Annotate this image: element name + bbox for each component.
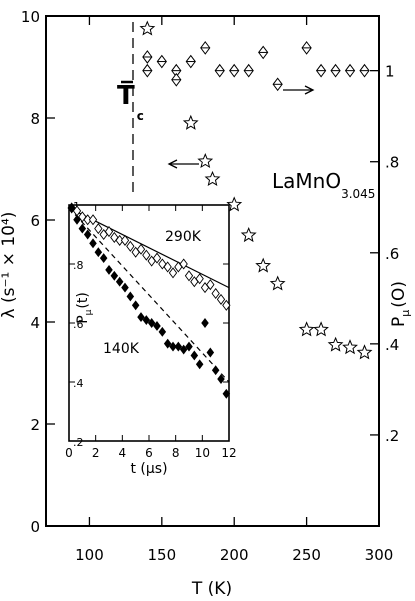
y-tick-label-left: 0 [30, 518, 40, 536]
inset-y-tick-label: .8 [73, 259, 84, 272]
star-point [199, 154, 212, 167]
star-point [257, 259, 270, 272]
star-point [271, 277, 284, 290]
inset-series-label-140k: 140K [103, 341, 140, 357]
y-tick-label-right: 1 [385, 63, 395, 81]
inset-series-label-290k: 290K [165, 229, 202, 245]
y-tick-label-right: .8 [385, 154, 399, 172]
inset-y-tick-label: .4 [73, 377, 84, 390]
inset-x-tick-label: 2 [92, 446, 100, 460]
y-tick-label-right: .2 [385, 427, 399, 445]
tc-label: Tc [117, 81, 144, 123]
y-tick-label-left: 4 [30, 314, 40, 332]
star-point [184, 116, 197, 129]
inset-x-tick-label: 4 [119, 446, 127, 460]
y-axis-label-left: λ (s⁻¹ × 10⁴) [0, 212, 19, 319]
x-axis-label: T (K) [191, 579, 232, 599]
star-point [141, 22, 154, 35]
star-point [329, 338, 342, 351]
star-point [358, 346, 371, 359]
compound-label: LaMnO3.045 [272, 169, 375, 201]
arrow-left-icon [169, 160, 199, 168]
inset-y-tick-label: .2 [73, 436, 84, 449]
y-tick-label-left: 8 [30, 110, 40, 128]
x-tick-label: 200 [220, 546, 249, 564]
inset-x-tick-label: 0 [65, 446, 73, 460]
star-point [300, 323, 313, 336]
y-tick-label-left: 6 [30, 212, 40, 230]
inset-x-tick-label: 8 [172, 446, 180, 460]
y-tick-label-left: 2 [30, 416, 40, 434]
star-point [314, 323, 327, 336]
inset-x-tick-label: 12 [221, 446, 236, 460]
star-point [242, 228, 255, 241]
inset-x-tick-label: 6 [145, 446, 153, 460]
x-tick-label: 100 [75, 546, 104, 564]
y-tick-label-left: 10 [21, 8, 40, 26]
inset-x-tick-label: 10 [195, 446, 210, 460]
star-point [206, 172, 219, 185]
arrow-right-icon [283, 86, 313, 94]
y-tick-label-right: .4 [385, 336, 399, 354]
x-tick-label: 150 [148, 546, 177, 564]
star-point [343, 341, 356, 354]
y-tick-label-right: .6 [385, 245, 399, 263]
y-axis-label-right: Pμ(O) [389, 281, 412, 327]
x-tick-label: 250 [292, 546, 321, 564]
x-tick-label: 300 [365, 546, 394, 564]
inset-x-axis-label: t (μs) [130, 461, 167, 477]
